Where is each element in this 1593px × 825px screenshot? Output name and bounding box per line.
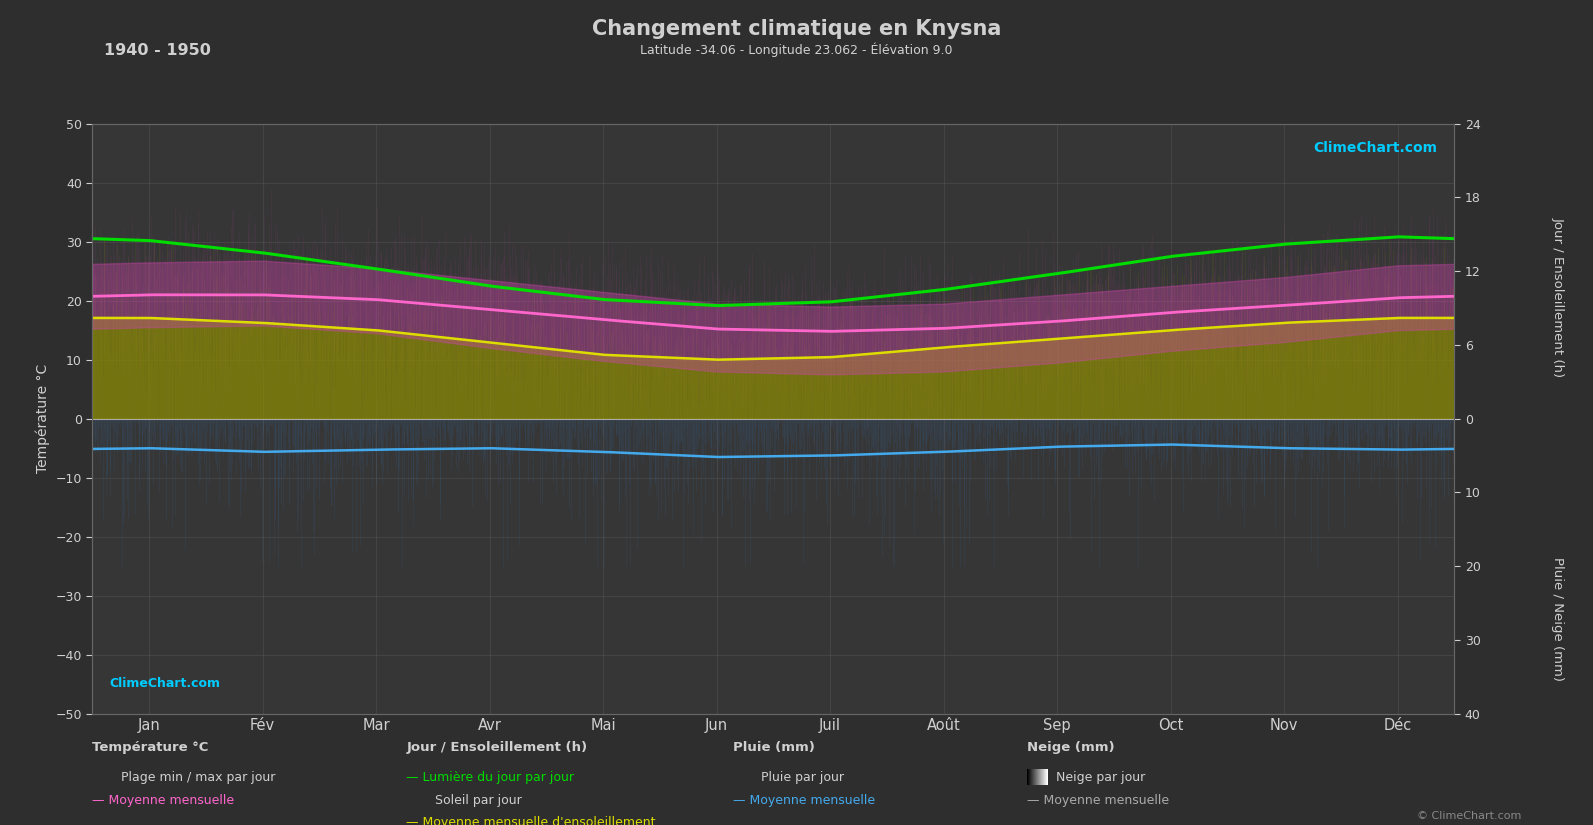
Text: 1940 - 1950: 1940 - 1950 xyxy=(104,43,210,58)
Text: — Moyenne mensuelle: — Moyenne mensuelle xyxy=(1027,794,1169,807)
Text: Changement climatique en Knysna: Changement climatique en Knysna xyxy=(593,19,1000,39)
Text: Jour / Ensoleillement (h): Jour / Ensoleillement (h) xyxy=(1552,217,1564,377)
Text: Neige par jour: Neige par jour xyxy=(1056,771,1145,784)
Text: Jour / Ensoleillement (h): Jour / Ensoleillement (h) xyxy=(406,741,588,754)
Text: — Moyenne mensuelle: — Moyenne mensuelle xyxy=(733,794,875,807)
Text: ClimeChart.com: ClimeChart.com xyxy=(110,677,220,690)
Text: Pluie / Neige (mm): Pluie / Neige (mm) xyxy=(1552,557,1564,681)
Text: Pluie par jour: Pluie par jour xyxy=(761,771,844,784)
Text: ClimeChart.com: ClimeChart.com xyxy=(1313,141,1437,155)
Text: Pluie (mm): Pluie (mm) xyxy=(733,741,814,754)
Text: Température °C: Température °C xyxy=(92,741,209,754)
Text: Neige (mm): Neige (mm) xyxy=(1027,741,1115,754)
Text: Plage min / max par jour: Plage min / max par jour xyxy=(121,771,276,784)
Text: — Moyenne mensuelle: — Moyenne mensuelle xyxy=(92,794,234,807)
Text: Soleil par jour: Soleil par jour xyxy=(435,794,521,807)
Text: — Lumière du jour par jour: — Lumière du jour par jour xyxy=(406,771,573,784)
Y-axis label: Température °C: Température °C xyxy=(35,364,49,474)
Text: — Moyenne mensuelle d'ensoleillement: — Moyenne mensuelle d'ensoleillement xyxy=(406,816,656,825)
Text: Latitude -34.06 - Longitude 23.062 - Élévation 9.0: Latitude -34.06 - Longitude 23.062 - Élé… xyxy=(640,43,953,58)
Text: © ClimeChart.com: © ClimeChart.com xyxy=(1416,811,1521,821)
